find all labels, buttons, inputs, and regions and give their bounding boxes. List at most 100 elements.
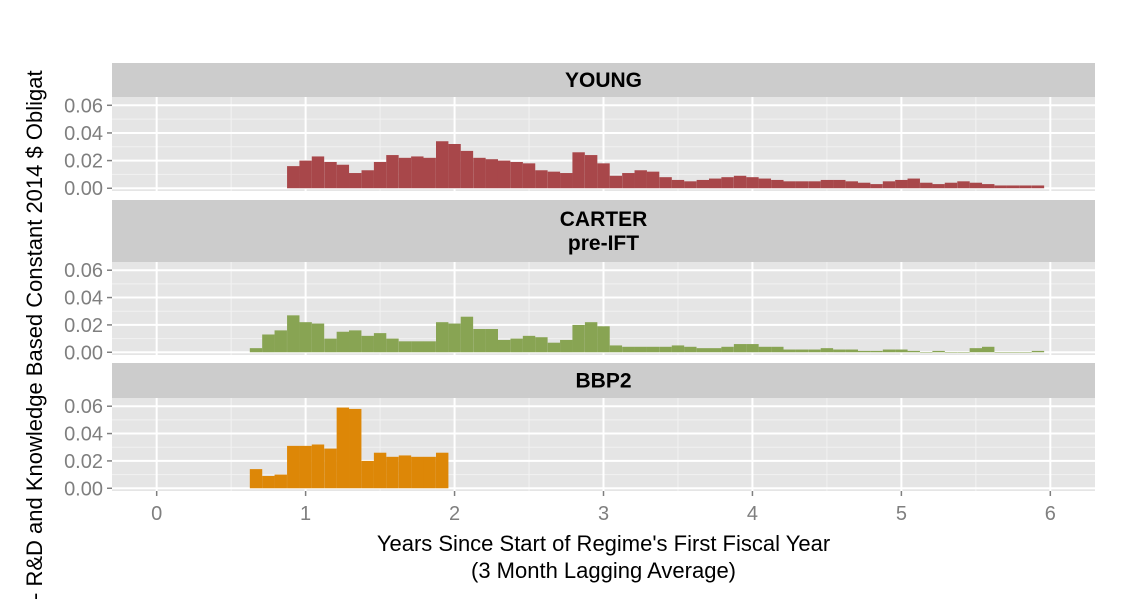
histogram-bar (969, 182, 983, 189)
histogram-bar (721, 177, 734, 189)
histogram-bar (497, 160, 511, 189)
histogram-bar (920, 182, 933, 189)
histogram-bar (833, 179, 846, 189)
histogram-bar (907, 350, 920, 353)
histogram-bar (857, 182, 871, 189)
x-tick-label: 5 (896, 503, 907, 525)
histogram-bar (287, 315, 300, 353)
histogram-bar (336, 407, 350, 489)
y-tick-label: 0.04 (64, 123, 103, 145)
y-tick-label: 0.02 (64, 451, 103, 473)
histogram-bar (634, 346, 647, 353)
histogram-bar (361, 335, 374, 353)
histogram-bar (622, 173, 635, 189)
x-axis-title: Years Since Start of Regime's First Fisc… (377, 531, 830, 556)
histogram-bar (572, 324, 585, 353)
histogram-bar (845, 181, 858, 189)
histogram-bar (671, 345, 685, 353)
histogram-bar (684, 181, 697, 189)
histogram-bar (386, 456, 399, 489)
histogram-bar (709, 348, 722, 353)
histogram-bar (411, 456, 424, 489)
histogram-bar (783, 349, 796, 353)
histogram-bar (361, 460, 374, 489)
histogram-bar (485, 159, 498, 189)
facet-strip (112, 363, 1095, 398)
histogram-bar (373, 161, 387, 189)
histogram-bar (944, 352, 958, 353)
histogram-bar (448, 144, 461, 189)
histogram-bar (535, 337, 548, 353)
histogram-bar (386, 155, 399, 189)
facet-title: YOUNG (565, 69, 642, 92)
histogram-bar (845, 349, 858, 353)
histogram-bar (857, 350, 871, 353)
histogram-bar (398, 455, 412, 489)
y-axis-title: - R&D and Knowledge Based Constant 2014 … (22, 70, 47, 600)
histogram-bar (411, 156, 424, 189)
facet-title: CARTER pre-IFT (560, 208, 648, 255)
histogram-bar (771, 346, 784, 353)
histogram-bar (994, 185, 1007, 189)
y-tick-label: 0.06 (64, 260, 103, 282)
histogram-bar (721, 346, 734, 353)
histogram-bar (646, 346, 660, 353)
y-tick-label: 0.02 (64, 315, 103, 337)
histogram-bar (932, 350, 945, 353)
histogram-bar (373, 452, 387, 489)
histogram-bar (349, 173, 362, 189)
histogram-bar (696, 179, 710, 189)
y-tick-label: 0.00 (64, 178, 103, 200)
histogram-bar (522, 335, 536, 353)
histogram-bar (870, 350, 883, 353)
histogram-bar (671, 179, 685, 189)
histogram-bar (758, 178, 772, 189)
histogram-bar (771, 179, 784, 189)
histogram-bar (622, 346, 635, 353)
histogram-bar (907, 178, 920, 189)
histogram-bar (1006, 185, 1020, 189)
histogram-bar (982, 346, 995, 353)
histogram-bar (882, 181, 896, 189)
histogram-bar (870, 184, 883, 189)
histogram-bar (696, 348, 710, 353)
y-tick-label: 0.06 (64, 95, 103, 117)
histogram-bar (473, 157, 486, 189)
histogram-bar (262, 334, 275, 353)
histogram-bar (373, 333, 387, 353)
histogram-bar (262, 475, 275, 489)
histogram-bar (659, 346, 672, 353)
histogram-bar (398, 157, 412, 189)
histogram-bar (423, 157, 436, 189)
histogram-bar (895, 179, 908, 189)
y-tick-label: 0.04 (64, 424, 103, 446)
histogram-bar (411, 341, 424, 353)
histogram-bar (299, 445, 312, 489)
histogram-bar (597, 163, 610, 189)
histogram-bar (547, 171, 561, 189)
histogram-bar (609, 345, 623, 353)
histogram-bar (1031, 350, 1045, 353)
facet-strip (112, 63, 1095, 97)
x-tick-label: 0 (151, 503, 162, 525)
x-tick-label: 6 (1045, 503, 1056, 525)
y-tick-label: 0.00 (64, 342, 103, 364)
histogram-bar (460, 316, 474, 353)
histogram-bar (882, 349, 896, 353)
histogram-bar (497, 339, 511, 353)
x-tick-label: 4 (747, 503, 758, 525)
histogram-bar (820, 179, 834, 189)
histogram-bar (547, 342, 561, 353)
histogram-bar (895, 349, 908, 353)
facet-title: BBP2 (575, 370, 631, 393)
x-axis-subtitle: (3 Month Lagging Average) (471, 558, 736, 583)
histogram-bar (436, 452, 449, 489)
histogram-bar (560, 173, 573, 189)
histogram-bar (324, 161, 337, 189)
histogram-bar (287, 445, 300, 489)
histogram-bar (957, 352, 970, 353)
histogram-bar (287, 166, 300, 189)
histogram-bar (299, 322, 312, 353)
histogram-bar (423, 456, 436, 489)
